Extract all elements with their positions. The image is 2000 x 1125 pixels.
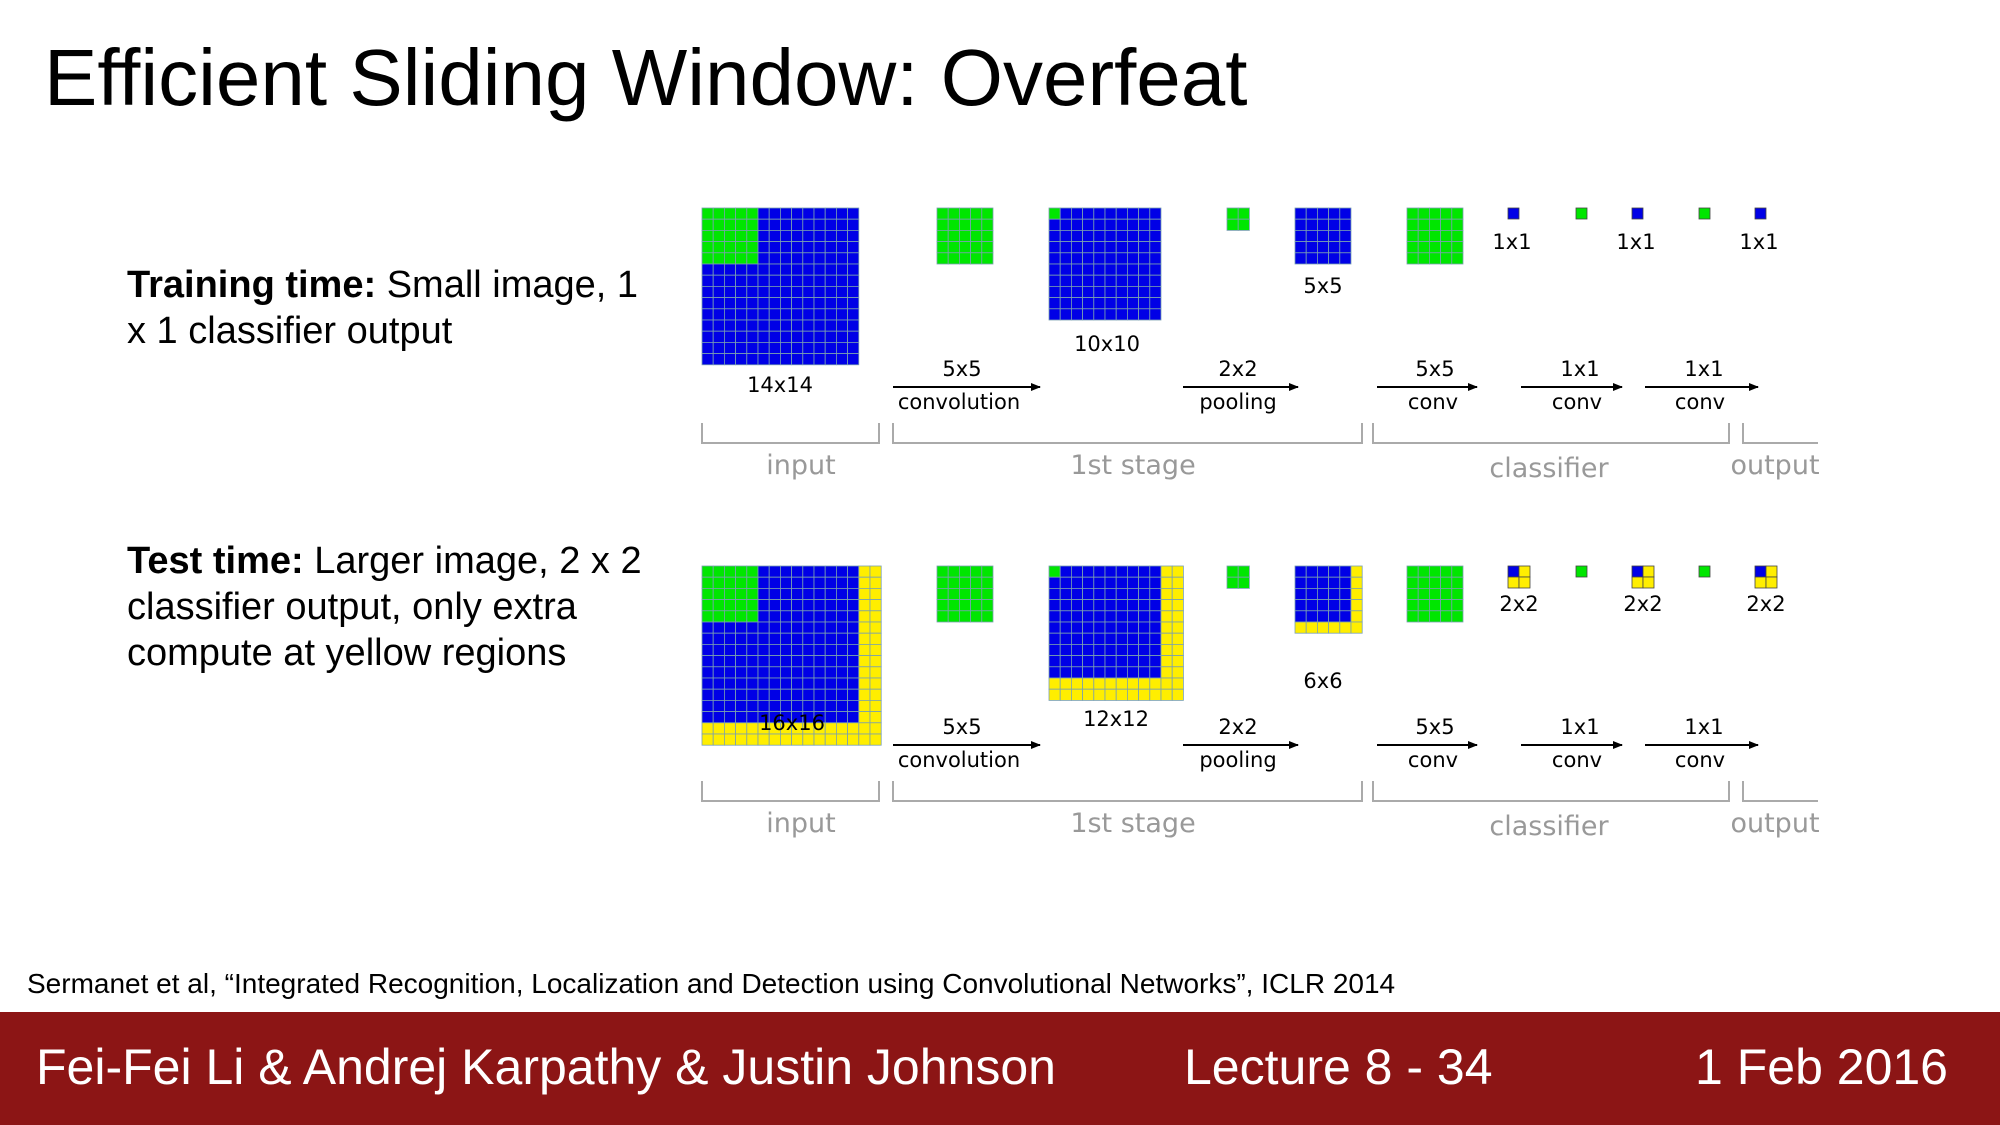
feature-map-2-size: 5x5 xyxy=(1303,274,1342,298)
output-unit-1 xyxy=(1507,207,1520,220)
footer-date: 1 Feb 2016 xyxy=(1695,1039,1948,1095)
conv1-op-label: convolution xyxy=(898,390,1020,414)
conv1-kernel-label: 5x5 xyxy=(942,715,981,739)
conv1-op-label: convolution xyxy=(898,748,1020,772)
conv2-op-label: conv xyxy=(1408,390,1458,414)
stage-input-label: input xyxy=(766,808,835,839)
classifier-kernel xyxy=(1406,207,1464,265)
first-stage-bracket xyxy=(892,423,1363,444)
footer-authors: Fei-Fei Li & Andrej Karpathy & Justin Jo… xyxy=(36,1039,1056,1095)
classifier-bracket xyxy=(1372,423,1730,444)
input-grid xyxy=(701,565,882,746)
conv1-kernel-label: 5x5 xyxy=(942,357,981,381)
output-bracket xyxy=(1742,781,1818,802)
stage-input-label: input xyxy=(766,450,835,481)
conv2-op-label: conv xyxy=(1408,748,1458,772)
footer-lecture: Lecture 8 - 34 xyxy=(1184,1039,1493,1095)
conv-kernel xyxy=(936,207,994,265)
output-unit-1 xyxy=(1507,565,1531,589)
output-unit-2 xyxy=(1631,207,1644,220)
footer-bar: Fei-Fei Li & Andrej Karpathy & Justin Jo… xyxy=(0,1012,2000,1125)
feature-map-1 xyxy=(1048,565,1184,701)
first-stage-bracket xyxy=(892,781,1363,802)
input-size-label: 16x16 xyxy=(759,711,825,735)
feature-map-1-size: 12x12 xyxy=(1083,707,1149,731)
feature-map-2 xyxy=(1294,207,1352,265)
classifier-kernel xyxy=(1406,565,1464,623)
output-size-label-2: 1x1 xyxy=(1616,230,1655,254)
conv2-kernel-label: 5x5 xyxy=(1415,715,1454,739)
conv4-kernel-label: 1x1 xyxy=(1684,357,1723,381)
conv3-kernel-label: 1x1 xyxy=(1560,357,1599,381)
pool-op-label: pooling xyxy=(1199,390,1276,414)
input-grid xyxy=(701,207,860,366)
pool-size-label: 2x2 xyxy=(1218,357,1257,381)
pool-size-label: 2x2 xyxy=(1218,715,1257,739)
output-size-label-1: 1x1 xyxy=(1492,230,1531,254)
stage-first-label: 1st stage xyxy=(1070,450,1195,481)
output-bracket xyxy=(1742,423,1818,444)
pool-op-label: pooling xyxy=(1199,748,1276,772)
test-time-text: Larger image, 2 x 2 classifier output, o… xyxy=(127,540,642,674)
stage-output-label: output xyxy=(1730,808,1819,839)
feature-map-1-size: 10x10 xyxy=(1074,332,1140,356)
stage-first-label: 1st stage xyxy=(1070,808,1195,839)
kernel-1x1-2 xyxy=(1698,565,1711,578)
stage-classifier-label: classifier xyxy=(1489,811,1609,842)
training-time-text: Small image, 1 x 1 classifier output xyxy=(127,264,639,352)
feature-map-2-size: 6x6 xyxy=(1303,669,1342,693)
pool-kernel xyxy=(1226,565,1250,589)
output-unit-3 xyxy=(1754,207,1767,220)
conv3-kernel-label: 1x1 xyxy=(1560,715,1599,739)
output-unit-2 xyxy=(1631,565,1655,589)
kernel-1x1-2 xyxy=(1698,207,1711,220)
conv4-op-label: conv xyxy=(1675,748,1725,772)
input-size-label: 14x14 xyxy=(747,373,813,397)
conv4-op-label: conv xyxy=(1675,390,1725,414)
feature-map-2 xyxy=(1294,565,1363,634)
slide-title: Efficient Sliding Window: Overfeat xyxy=(44,33,1248,122)
training-time-label: Training time: xyxy=(127,264,377,306)
output-size-label-3: 1x1 xyxy=(1739,230,1778,254)
conv3-op-label: conv xyxy=(1552,390,1602,414)
classifier-bracket xyxy=(1372,781,1730,802)
test-pipeline: 16x16 5x5 convolution 12x12 2x2 pooling 6x6 2x2… xyxy=(701,565,1820,842)
pool-kernel xyxy=(1226,207,1250,231)
kernel-1x1-1 xyxy=(1575,565,1588,578)
test-time-label: Test time: xyxy=(127,540,304,582)
output-size-label-2: 2x2 xyxy=(1623,592,1662,616)
output-size-label-3: 2x2 xyxy=(1746,592,1785,616)
stage-output-label: output xyxy=(1730,450,1819,481)
training-time-bullet: Training time: Small image, 1 x 1 classi… xyxy=(127,262,667,354)
training-pipeline: 14x14 5x5 convolution 10x10 2x2 pooling 5x5 1x1… xyxy=(701,207,1820,484)
conv4-kernel-label: 1x1 xyxy=(1684,715,1723,739)
output-unit-3 xyxy=(1754,565,1778,589)
conv-kernel xyxy=(936,565,994,623)
feature-map-1 xyxy=(1048,207,1162,321)
citation: Sermanet et al, “Integrated Recognition,… xyxy=(27,968,1396,999)
output-size-label-1: 2x2 xyxy=(1499,592,1538,616)
stage-classifier-label: classifier xyxy=(1489,453,1609,484)
input-bracket xyxy=(701,423,880,444)
conv2-kernel-label: 5x5 xyxy=(1415,357,1454,381)
kernel-1x1-1 xyxy=(1575,207,1588,220)
test-time-bullet: Test time: Larger image, 2 x 2 classifie… xyxy=(127,538,667,676)
input-bracket xyxy=(701,781,880,802)
conv3-op-label: conv xyxy=(1552,748,1602,772)
